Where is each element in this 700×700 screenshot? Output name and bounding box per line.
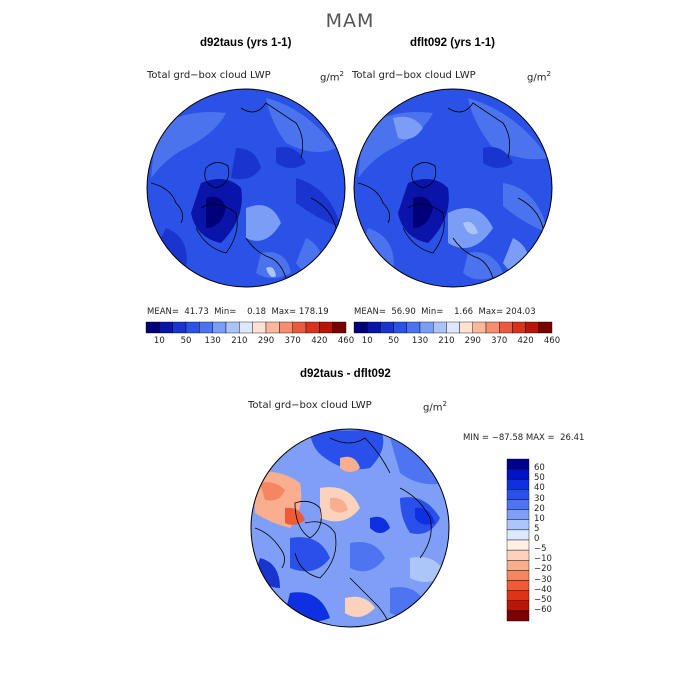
colorbar-swatch — [512, 321, 526, 334]
panel1-variable-label: Total grd−box cloud LWP — [147, 70, 271, 81]
colorbar-swatch — [506, 529, 530, 541]
panel1-stats: MEAN= 41.73 Min= 0.18 Max= 178.19 — [147, 307, 329, 317]
colorbar-swatch — [305, 321, 320, 334]
colorbar-tick-label: 460 — [337, 336, 355, 346]
colorbar-tick-label: 60 — [534, 463, 545, 474]
colorbar-tick-label: 5 — [534, 523, 540, 534]
panel2-colorbar-labels: 10 50 130 210 290 370 420 460 — [354, 336, 560, 348]
colorbar-swatch — [332, 321, 347, 334]
colorbar-tick-label: 420 — [311, 336, 328, 346]
colorbar-swatch — [265, 321, 280, 334]
colorbar-tick-label: 40 — [534, 483, 545, 494]
colorbar-tick-label: −30 — [534, 574, 552, 585]
colorbar-tick-label: 50 — [534, 473, 545, 484]
diff-polar-map — [250, 428, 450, 628]
diff-stats: MIN = −87.58 MAX = 26.41 — [463, 433, 585, 443]
colorbar-tick-label: 370 — [284, 336, 301, 346]
colorbar-swatch — [459, 321, 473, 334]
colorbar-swatch — [472, 321, 487, 334]
colorbar-swatch — [432, 321, 447, 334]
colorbar-swatch — [506, 489, 530, 500]
diff-colorbar-labels: 60 50 40 30 20 10 5 0 −5 −10 −20 −30 −40 −50 −60 — [534, 459, 574, 621]
diff-case-title: d92taus - dflt092 — [300, 368, 391, 380]
colorbar-swatch — [199, 321, 213, 334]
diff-variable-label: Total grd−box cloud LWP — [248, 400, 372, 411]
colorbar-swatch — [485, 321, 500, 334]
colorbar-swatch — [279, 321, 293, 334]
colorbar-swatch — [506, 549, 530, 561]
colorbar-tick-label: 50 — [388, 336, 399, 346]
colorbar-swatch — [419, 321, 434, 334]
colorbar-swatch — [506, 610, 530, 622]
colorbar-swatch — [212, 321, 227, 334]
colorbar-swatch — [380, 321, 394, 334]
colorbar-swatch — [406, 321, 421, 334]
colorbar-tick-label: 10 — [534, 513, 545, 524]
colorbar-swatch — [393, 321, 407, 334]
colorbar-swatch — [525, 321, 540, 334]
colorbar-swatch — [506, 539, 530, 551]
colorbar-swatch — [252, 321, 267, 334]
colorbar-swatch — [506, 479, 530, 490]
colorbar-tick-label: −10 — [534, 554, 552, 565]
colorbar-tick-label: 10 — [361, 336, 373, 346]
colorbar-swatch — [506, 509, 530, 520]
colorbar-swatch — [506, 600, 530, 612]
colorbar-swatch — [538, 321, 553, 334]
colorbar-swatch — [239, 321, 253, 334]
colorbar-swatch — [506, 580, 530, 591]
colorbar-tick-label: 210 — [231, 336, 248, 346]
colorbar-swatch — [353, 321, 368, 334]
colorbar-swatch — [172, 321, 187, 334]
colorbar-tick-label: −50 — [534, 594, 552, 605]
colorbar-tick-label: −20 — [534, 564, 552, 575]
colorbar-tick-label: 30 — [534, 493, 545, 504]
figure-title: MAM — [325, 10, 375, 32]
colorbar-tick-label: −40 — [534, 584, 552, 595]
colorbar-swatch — [225, 321, 240, 334]
colorbar-tick-label: 130 — [411, 336, 429, 346]
colorbar-swatch — [319, 321, 333, 334]
colorbar-swatch — [506, 458, 530, 470]
colorbar-swatch — [446, 321, 460, 334]
panel2-variable-label: Total grd−box cloud LWP — [352, 70, 476, 81]
colorbar-tick-label: 210 — [438, 336, 455, 346]
colorbar-tick-label: 130 — [204, 336, 221, 346]
panel2-polar-map — [353, 88, 553, 288]
colorbar-swatch — [506, 560, 530, 571]
panel2-colorbar — [353, 321, 553, 334]
colorbar-swatch — [506, 499, 530, 510]
panel1-case-title: d92taus (yrs 1-1) — [200, 37, 292, 49]
colorbar-tick-label: 290 — [257, 336, 275, 346]
diff-units: g/m2 — [423, 400, 447, 414]
colorbar-tick-label: −60 — [534, 604, 552, 615]
panel2-stats: MEAN= 56.90 Min= 1.66 Max= 204.03 — [354, 307, 536, 317]
colorbar-swatch — [292, 321, 307, 334]
panel1-colorbar — [145, 321, 347, 334]
colorbar-swatch — [185, 321, 200, 334]
colorbar-tick-label: 460 — [543, 336, 561, 346]
colorbar-tick-label: −5 — [534, 544, 547, 555]
panel2-units: g/m2 — [527, 70, 551, 84]
colorbar-tick-label: 420 — [517, 336, 534, 346]
panel2-case-title: dflt092 (yrs 1-1) — [410, 37, 496, 49]
colorbar-tick-label: 0 — [534, 534, 540, 544]
colorbar-swatch — [506, 468, 530, 480]
colorbar-tick-label: 50 — [180, 336, 192, 346]
colorbar-swatch — [506, 590, 530, 601]
colorbar-tick-label: 20 — [534, 503, 545, 514]
diff-colorbar — [506, 458, 530, 622]
panel1-units: g/m2 — [320, 70, 344, 84]
colorbar-swatch — [145, 321, 160, 334]
colorbar-swatch — [159, 321, 173, 334]
colorbar-tick-label: 370 — [491, 336, 508, 346]
colorbar-tick-label: 10 — [153, 336, 165, 346]
colorbar-swatch — [506, 570, 530, 581]
colorbar-swatch — [366, 321, 381, 334]
colorbar-swatch — [506, 519, 530, 531]
colorbar-tick-label: 290 — [464, 336, 481, 346]
panel1-polar-map — [146, 88, 346, 288]
panel1-colorbar-labels: 10 50 130 210 290 370 420 460 — [146, 336, 354, 348]
colorbar-swatch — [498, 321, 513, 334]
